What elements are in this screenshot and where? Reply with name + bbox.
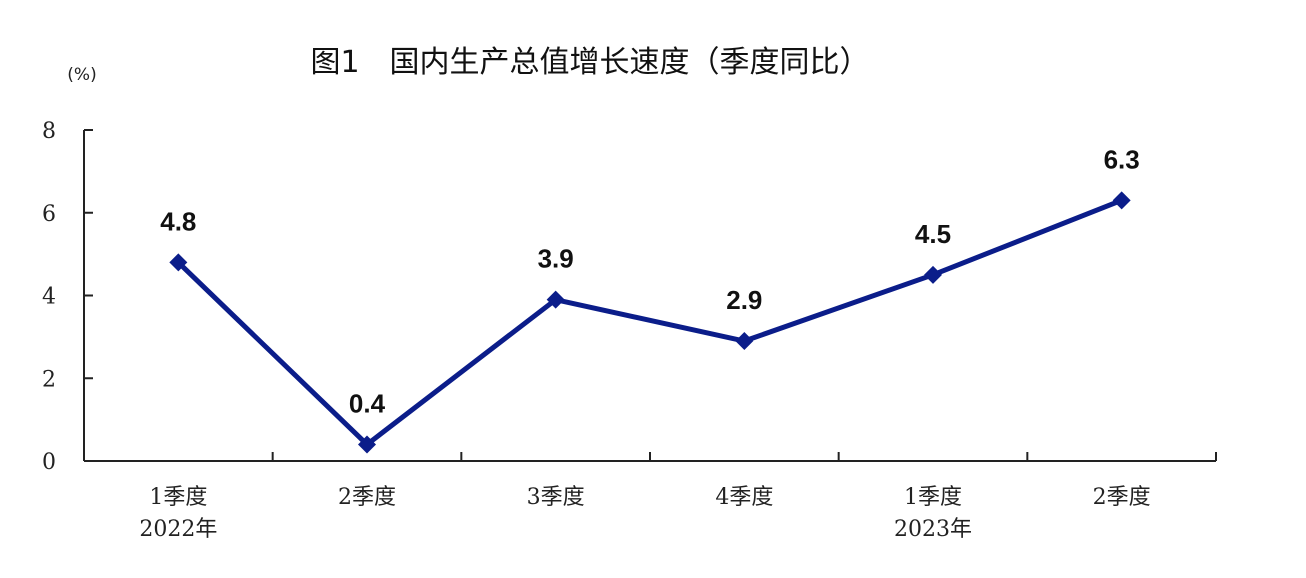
data-point-marker [546, 290, 565, 309]
series-line-layer [169, 191, 1131, 454]
data-label: 3.9 [538, 244, 574, 274]
data-label: 2.9 [726, 285, 762, 315]
x-tick-label-quarter: 4季度 [715, 485, 773, 510]
x-tick-label-year: 2023年 [894, 517, 972, 542]
y-unit-label: (%) [67, 65, 96, 85]
data-label: 0.4 [349, 388, 386, 418]
x-tick-label-quarter: 2季度 [338, 485, 396, 510]
data-label: 4.8 [160, 206, 196, 236]
y-tick-label: 6 [42, 202, 56, 227]
y-tick-labels: 0 2 4 6 8 [42, 119, 56, 475]
data-label: 4.5 [915, 219, 951, 249]
x-tick-label-quarter: 1季度 [149, 485, 207, 510]
x-tick-labels: 1季度 2022年 2季度 3季度 4季度 1季度 2023年 2季度 [139, 485, 1150, 542]
x-tick-label-quarter: 2季度 [1093, 485, 1151, 510]
data-point-marker [735, 332, 754, 351]
data-point-marker [924, 265, 942, 284]
series-line [176, 198, 1123, 448]
chart-title: 图1 国内生产总值增长速度（季度同比） [310, 45, 869, 80]
y-tick-label: 4 [42, 285, 56, 310]
axes [83, 129, 1217, 462]
y-tick-label: 2 [42, 367, 56, 392]
data-point-marker [358, 435, 376, 454]
data-point-marker [1112, 191, 1131, 210]
data-label: 6.3 [1104, 144, 1140, 174]
data-labels: 4.8 0.4 3.9 2.9 4.5 6.3 [160, 144, 1139, 418]
data-point-marker [169, 253, 188, 272]
x-tick-label-quarter: 1季度 [904, 485, 962, 510]
y-tick-label: 8 [42, 119, 56, 144]
x-tick-label-year: 2022年 [139, 517, 217, 542]
y-tick-label: 0 [42, 450, 56, 475]
x-tick-label-quarter: 3季度 [527, 485, 585, 510]
